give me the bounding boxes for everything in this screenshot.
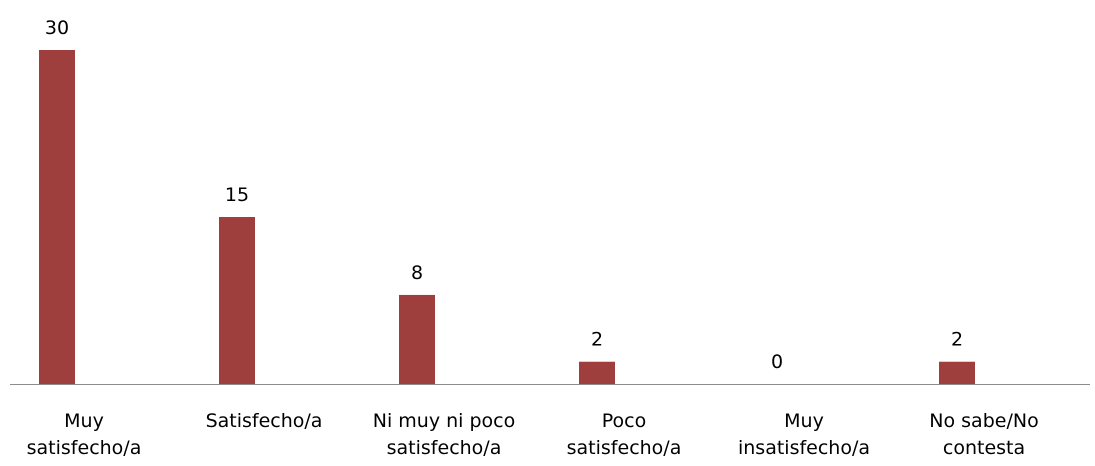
bars-group [39,50,975,384]
category-label: satisfecho/a [27,437,142,459]
value-label: 8 [411,262,423,284]
category-label: Satisfecho/a [206,410,323,432]
bar [39,50,75,384]
category-labels-group: Muy satisfecho/a Satisfecho/a Ni muy ni poc… [27,410,1039,459]
category-label: Muy [784,410,824,432]
category-label: Muy [64,410,104,432]
value-labels-group: 30 15 8 2 0 2 [45,17,963,373]
category-label: contesta [943,437,1025,459]
category-label: satisfecho/a [567,437,682,459]
category-label: Poco [602,410,646,432]
value-label: 2 [591,329,603,351]
value-label: 0 [771,351,783,373]
category-label: insatisfecho/a [738,437,870,459]
bar [219,217,255,384]
value-label: 2 [951,329,963,351]
category-label: satisfecho/a [387,437,502,459]
bar [399,294,435,384]
category-label: Ni muy ni poco [373,410,515,432]
bar [579,361,615,384]
value-label: 15 [225,184,249,206]
bar [939,361,975,384]
category-label: No sabe/No [929,410,1038,432]
value-label: 30 [45,17,69,39]
